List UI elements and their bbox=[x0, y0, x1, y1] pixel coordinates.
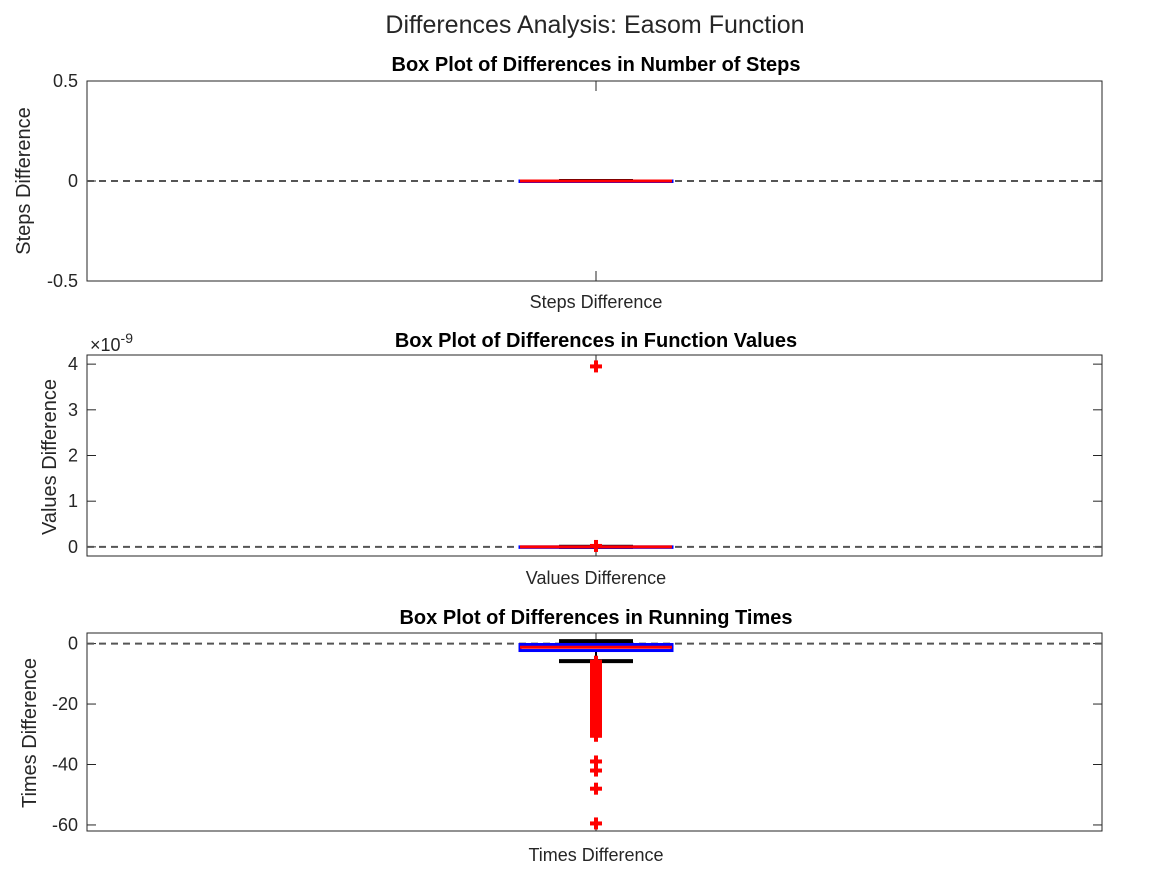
values-panel-exponent-label: ×10-9 bbox=[90, 330, 133, 355]
times-panel: Box Plot of Differences in Running Times… bbox=[19, 607, 1103, 865]
times-outlier-marker bbox=[590, 817, 602, 830]
times-panel-title: Box Plot of Differences in Running Times bbox=[399, 607, 792, 629]
times-panel-category-label: Times Difference bbox=[528, 845, 663, 865]
values-panel-title: Box Plot of Differences in Function Valu… bbox=[395, 330, 797, 352]
times-outlier-marker bbox=[590, 782, 602, 795]
values-axes-frame bbox=[86, 354, 1103, 557]
values-panel: Box Plot of Differences in Function Valu… bbox=[39, 330, 1103, 588]
steps-ytick-label: 0.5 bbox=[53, 71, 78, 91]
times-ytick-label: 0 bbox=[68, 634, 78, 654]
times-panel-plot-area: -60 -40 -20 0 bbox=[52, 632, 1103, 835]
steps-panel-ylabel: Steps Difference bbox=[13, 107, 35, 255]
values-ytick-label: 4 bbox=[68, 354, 78, 374]
steps-ytick-label: 0 bbox=[68, 171, 78, 191]
values-ytick-label: 1 bbox=[68, 491, 78, 511]
steps-panel-title: Box Plot of Differences in Number of Ste… bbox=[392, 54, 801, 76]
steps-ytick-label: -0.5 bbox=[47, 271, 78, 291]
times-ytick-label: -60 bbox=[52, 815, 78, 835]
values-ytick-label: 2 bbox=[68, 446, 78, 466]
steps-panel: Box Plot of Differences in Number of Ste… bbox=[13, 54, 1103, 312]
steps-panel-plot-area: -0.5 0 0.5 bbox=[47, 71, 1103, 291]
times-panel-ylabel: Times Difference bbox=[19, 658, 41, 808]
values-ytick-label: 0 bbox=[68, 537, 78, 557]
times-ytick-label: -40 bbox=[52, 754, 78, 774]
figure-suptitle: Differences Analysis: Easom Function bbox=[385, 11, 804, 39]
values-panel-category-label: Values Difference bbox=[526, 568, 666, 588]
times-axes-frame bbox=[86, 632, 1103, 832]
times-outlier-marker bbox=[590, 729, 602, 742]
times-ytick-label: -20 bbox=[52, 694, 78, 714]
values-outlier-marker bbox=[590, 539, 602, 552]
times-outlier-marker bbox=[590, 764, 602, 777]
values-panel-plot-area: 0 1 2 3 4 bbox=[68, 354, 1103, 557]
values-ytick-label: 3 bbox=[68, 400, 78, 420]
steps-panel-category-label: Steps Difference bbox=[530, 292, 663, 312]
values-panel-ylabel: Values Difference bbox=[39, 379, 61, 535]
values-outlier-marker bbox=[590, 360, 602, 373]
